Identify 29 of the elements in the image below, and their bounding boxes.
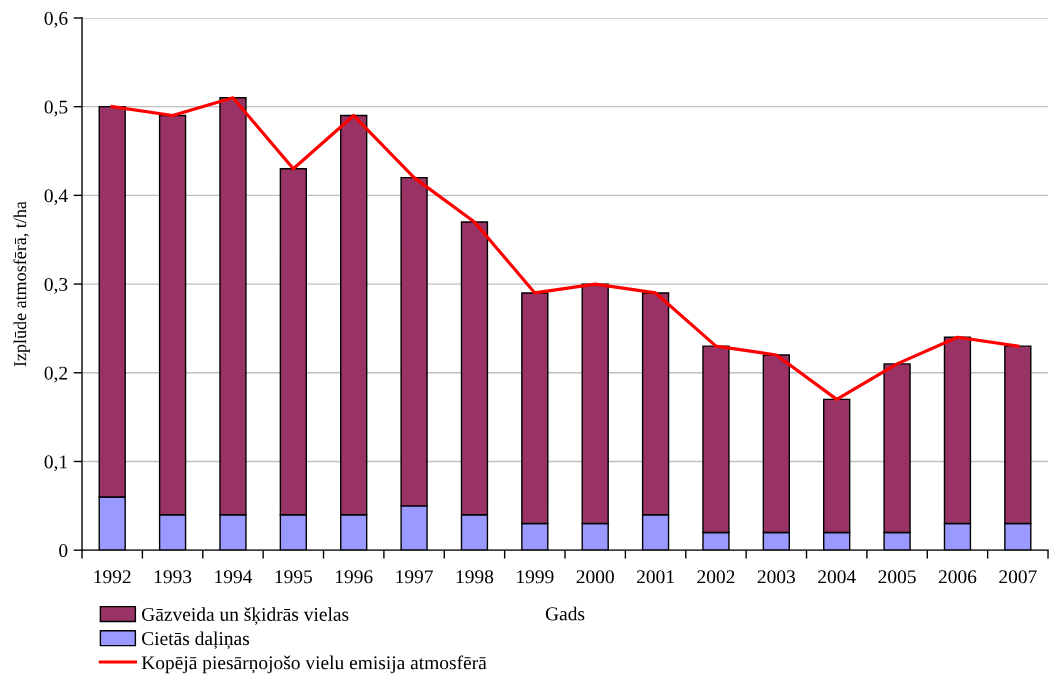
line-series: [110, 96, 1020, 401]
legend-label: Kopējā piesārņojošo vielu emisija atmosfērā: [141, 655, 487, 674]
y-tick-label: 0: [59, 543, 68, 558]
x-tick-label: 2000: [576, 570, 614, 584]
x-tick-label: 1996: [335, 570, 373, 584]
x-tick-label: 1997: [396, 570, 433, 584]
x-tick-label: 2007: [999, 570, 1037, 584]
y-tick-label: 0,5: [44, 100, 68, 117]
y-tick-label: 0,3: [44, 277, 68, 294]
x-tick-label: 2006: [938, 570, 977, 584]
x-axis-title: Gads: [545, 606, 585, 621]
x-tick-label: 2005: [878, 570, 916, 584]
x-tick-label: 1992: [94, 570, 131, 584]
x-tick-label: 1994: [215, 570, 253, 584]
legend-label: Gāzveida un šķidrās vielas: [142, 607, 349, 625]
legend-label: Cietās daļiņas: [142, 631, 250, 650]
y-tick-label: 0,1: [44, 455, 67, 472]
y-tick-label: 0,2: [44, 366, 68, 383]
y-tick-label: 0,6: [44, 11, 68, 28]
x-tick-label: 1999: [517, 570, 554, 584]
x-tick-label: 2004: [818, 570, 856, 584]
x-tick-label: 2003: [757, 570, 796, 584]
x-tick-label: 1998: [456, 570, 494, 584]
x-tick-label: 1995: [275, 570, 313, 584]
x-tick-label: 2001: [636, 570, 674, 584]
y-axis-title: Izplūde atmosfērā, t/ha: [13, 201, 30, 367]
y-tick-label: 0,4: [44, 189, 68, 206]
x-tick-label: 1993: [154, 570, 192, 584]
x-tick-label: 2002: [697, 570, 735, 584]
